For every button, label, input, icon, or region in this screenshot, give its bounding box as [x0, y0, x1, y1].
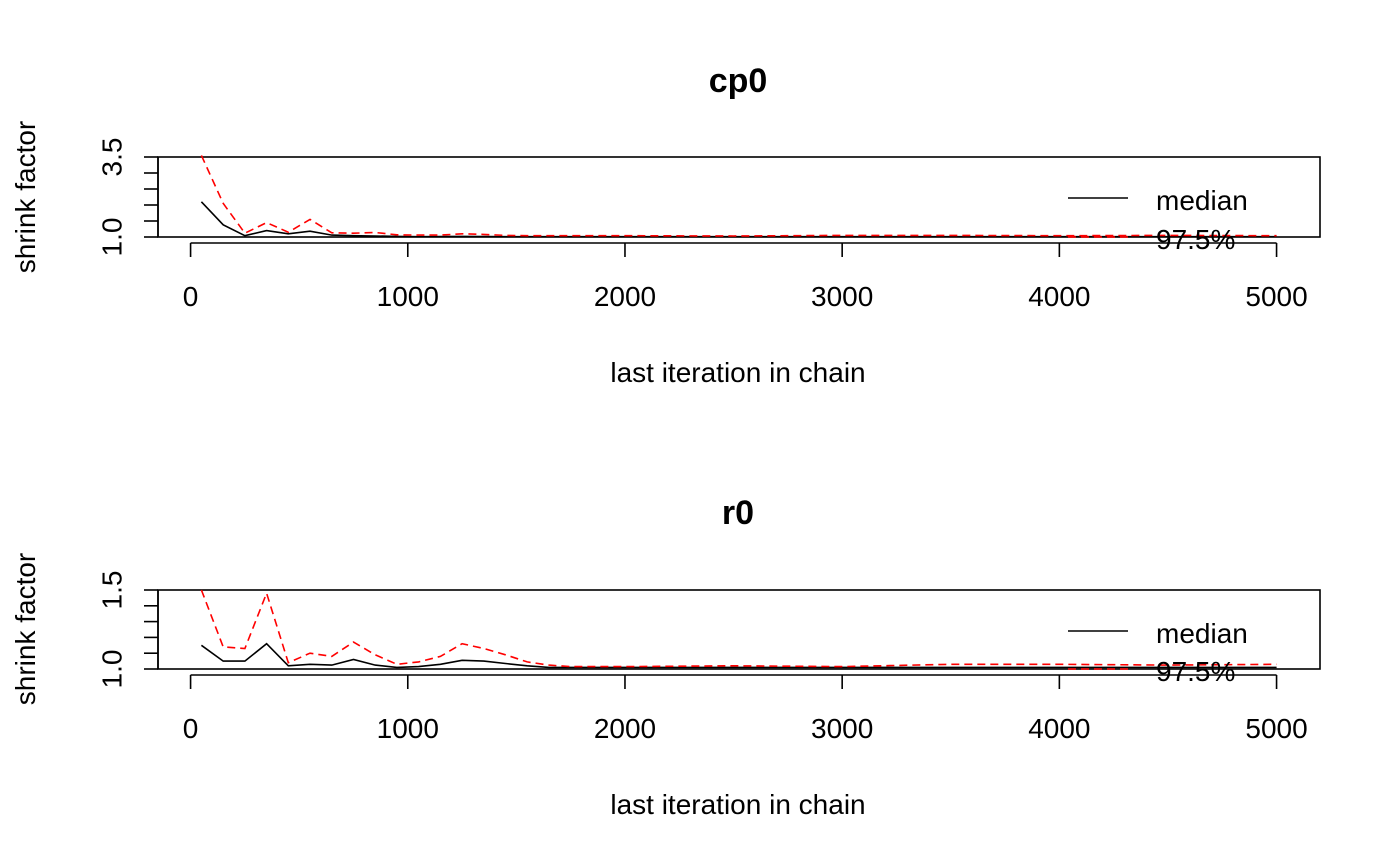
x-tick-label: 5000 — [1245, 713, 1307, 744]
y-tick-label: 3.5 — [97, 138, 128, 177]
y-axis-label: shrink factor — [10, 121, 41, 274]
legend: median 97.5% — [1068, 185, 1248, 255]
plot-frame — [157, 589, 1321, 670]
x-tick-label: 1000 — [377, 281, 439, 312]
x-axis-label: last iteration in chain — [610, 357, 865, 388]
legend-975-label: 97.5% — [1156, 656, 1235, 687]
x-tick-label: 4000 — [1028, 281, 1090, 312]
x-tick-label: 2000 — [594, 281, 656, 312]
y-axis: 1.0 1.5 — [97, 571, 159, 689]
x-tick-label: 0 — [183, 713, 199, 744]
x-tick-label: 5000 — [1245, 281, 1307, 312]
series-line-upper — [200, 589, 1277, 668]
series-line-median — [200, 201, 1277, 238]
legend-median-label: median — [1156, 185, 1248, 216]
plot-area — [200, 155, 1277, 238]
y-tick-label: 1.0 — [97, 218, 128, 257]
series-line-median — [200, 642, 1277, 669]
y-axis-label: shrink factor — [10, 553, 41, 706]
x-tick-label: 2000 — [594, 713, 656, 744]
x-axis: 0 1000 2000 3000 4000 5000 — [183, 674, 1308, 744]
x-tick-label: 1000 — [377, 713, 439, 744]
x-tick-label: 0 — [183, 281, 199, 312]
x-tick-label: 3000 — [811, 281, 873, 312]
series-line-upper — [200, 155, 1277, 237]
x-axis-label: last iteration in chain — [610, 789, 865, 820]
chart-title: cp0 — [709, 62, 768, 100]
legend: median 97.5% — [1068, 618, 1248, 687]
plot-area — [200, 589, 1277, 669]
panel-r0: r0 shrink factor last iteration in chain… — [10, 494, 1321, 820]
y-tick-label: 1.5 — [97, 571, 128, 610]
x-axis: 0 1000 2000 3000 4000 5000 — [183, 242, 1308, 312]
x-tick-label: 4000 — [1028, 713, 1090, 744]
chart-title: r0 — [722, 494, 754, 532]
panel-cp0: cp0 shrink factor last iteration in chai… — [10, 62, 1321, 388]
y-tick-label: 1.0 — [97, 650, 128, 689]
x-tick-label: 3000 — [811, 713, 873, 744]
legend-median-label: median — [1156, 618, 1248, 649]
legend-975-label: 97.5% — [1156, 224, 1235, 255]
y-axis: 1.0 3.5 — [97, 138, 159, 257]
plot-frame — [157, 156, 1321, 238]
